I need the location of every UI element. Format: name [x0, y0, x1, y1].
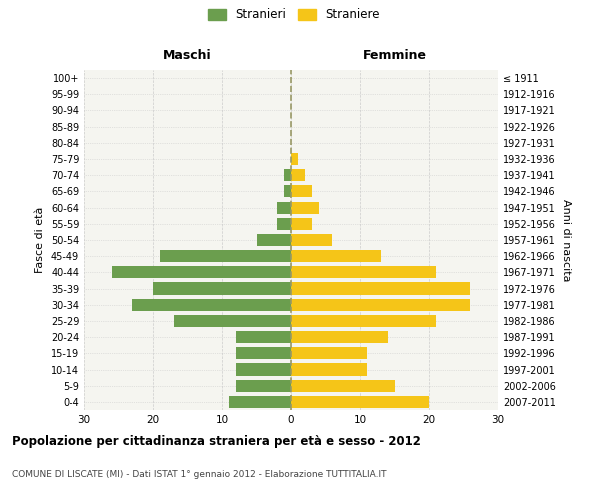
Bar	[291, 234, 332, 246]
Bar	[291, 364, 367, 376]
Text: Femmine: Femmine	[362, 50, 427, 62]
Bar	[277, 218, 291, 230]
Bar	[291, 266, 436, 278]
Bar	[236, 331, 291, 343]
Bar	[291, 380, 395, 392]
Bar	[291, 348, 367, 360]
Y-axis label: Fasce di età: Fasce di età	[35, 207, 45, 273]
Y-axis label: Anni di nascita: Anni di nascita	[561, 198, 571, 281]
Bar	[291, 218, 312, 230]
Bar	[236, 364, 291, 376]
Text: Maschi: Maschi	[163, 50, 212, 62]
Bar	[291, 298, 470, 311]
Bar	[174, 315, 291, 327]
Bar	[112, 266, 291, 278]
Bar	[160, 250, 291, 262]
Bar	[284, 169, 291, 181]
Legend: Stranieri, Straniere: Stranieri, Straniere	[206, 6, 382, 24]
Bar	[291, 186, 312, 198]
Bar	[229, 396, 291, 408]
Bar	[133, 298, 291, 311]
Bar	[236, 380, 291, 392]
Bar	[291, 169, 305, 181]
Bar	[291, 331, 388, 343]
Bar	[291, 202, 319, 213]
Bar	[257, 234, 291, 246]
Bar	[291, 282, 470, 294]
Text: COMUNE DI LISCATE (MI) - Dati ISTAT 1° gennaio 2012 - Elaborazione TUTTITALIA.IT: COMUNE DI LISCATE (MI) - Dati ISTAT 1° g…	[12, 470, 386, 479]
Bar	[291, 250, 381, 262]
Bar	[284, 186, 291, 198]
Bar	[153, 282, 291, 294]
Bar	[291, 396, 429, 408]
Bar	[291, 315, 436, 327]
Bar	[236, 348, 291, 360]
Text: Popolazione per cittadinanza straniera per età e sesso - 2012: Popolazione per cittadinanza straniera p…	[12, 435, 421, 448]
Bar	[291, 153, 298, 165]
Bar	[277, 202, 291, 213]
